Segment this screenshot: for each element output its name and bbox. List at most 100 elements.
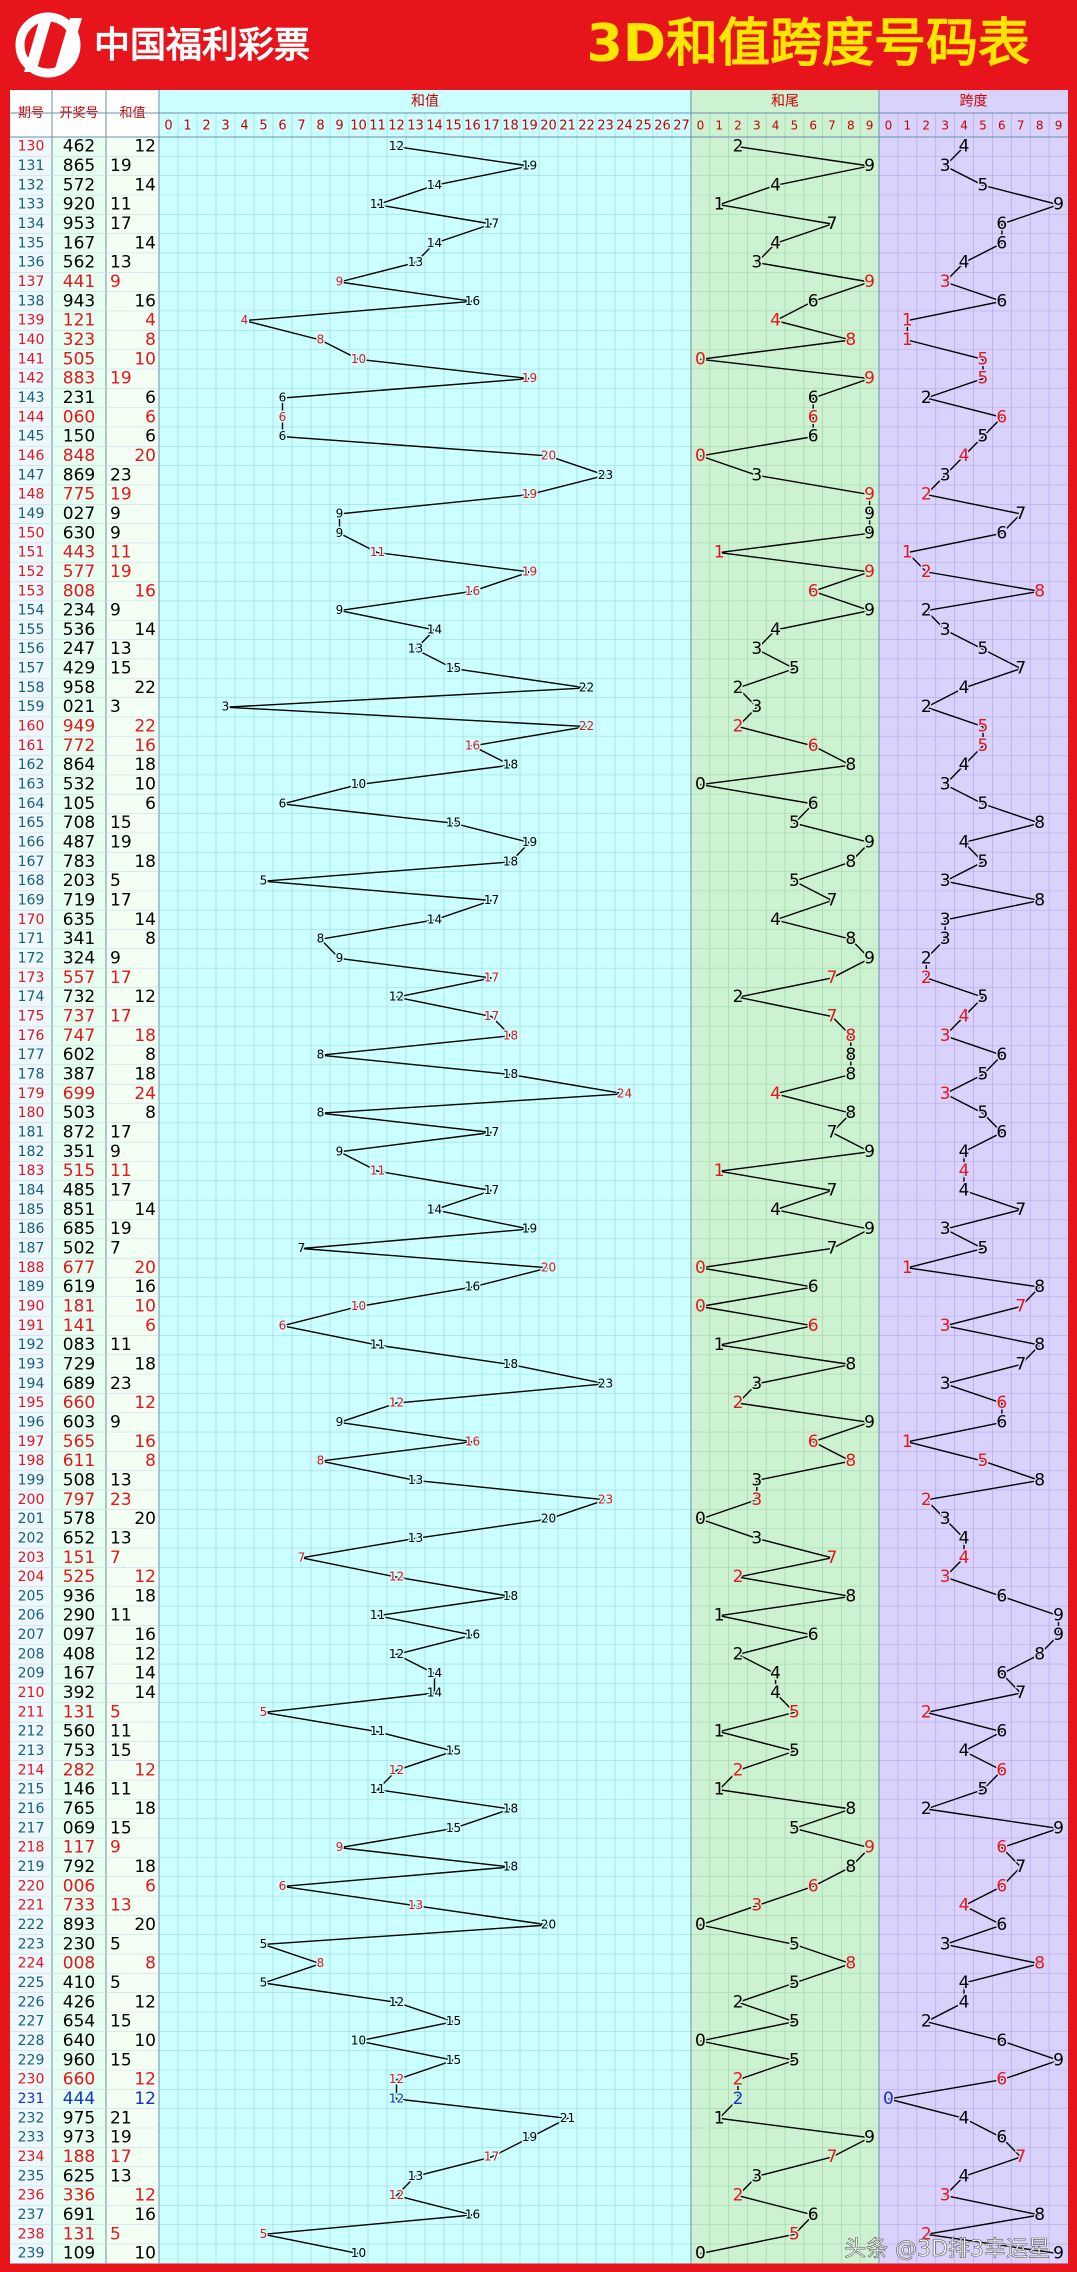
- trend-point: 1: [902, 1258, 913, 1278]
- sum: 19: [110, 369, 132, 389]
- trend-point: 3: [751, 1490, 762, 1510]
- trend-point: 9: [864, 369, 875, 389]
- trend-point: 5: [978, 794, 989, 814]
- draw-number: 578: [63, 1509, 95, 1529]
- trend-point: 15: [446, 661, 461, 675]
- sum: 5: [110, 1934, 121, 1954]
- trend-point: 6: [996, 523, 1007, 543]
- issue: 134: [18, 216, 45, 232]
- trend-point: 4: [959, 2166, 970, 2186]
- trend-point: 1: [714, 1722, 725, 1742]
- trend-point: 11: [370, 1608, 385, 1622]
- draw-number: 625: [63, 2166, 95, 2186]
- issue: 181: [18, 1124, 45, 1140]
- axis-tick-label: 6: [998, 119, 1006, 133]
- draw-number: 083: [63, 1335, 95, 1355]
- draw-number: 872: [63, 1122, 95, 1142]
- sum: 9: [110, 1142, 121, 1162]
- trend-point: 4: [959, 1161, 970, 1181]
- trend-point: 6: [996, 2128, 1007, 2148]
- issue: 140: [18, 332, 45, 348]
- draw-number: 487: [63, 833, 95, 853]
- draw-number: 753: [63, 1741, 95, 1761]
- trend-point: 6: [808, 1277, 819, 1297]
- trend-point: 6: [808, 2205, 819, 2225]
- sum: 21: [110, 2108, 132, 2128]
- axis-tick-label: 2: [922, 119, 930, 133]
- trend-point: 9: [1053, 1606, 1064, 1626]
- issue: 186: [18, 1221, 45, 1237]
- trend-point: 10: [351, 2246, 366, 2260]
- trend-line: [888, 146, 1061, 2255]
- issue: 232: [18, 2110, 45, 2126]
- axis-tick-label: 7: [828, 119, 836, 133]
- axis-tick-label: 3: [753, 119, 761, 133]
- trend-point: 5: [789, 2050, 800, 2070]
- sum: 11: [110, 1780, 132, 1800]
- trend-point: 8: [1034, 581, 1045, 601]
- trend-point: 0: [695, 2244, 706, 2264]
- trend-point: 1: [714, 1780, 725, 1800]
- issue: 143: [18, 390, 45, 406]
- issue: 197: [18, 1434, 45, 1450]
- sum: 20: [134, 1258, 156, 1278]
- axis-tick-label: 23: [597, 119, 614, 134]
- trend-point: 14: [427, 178, 442, 192]
- trend-point: 2: [733, 987, 744, 1007]
- trend-point: 2: [921, 601, 932, 621]
- trend-point: 5: [789, 813, 800, 833]
- trend-point: 3: [940, 775, 951, 795]
- draw-number: 719: [63, 891, 95, 911]
- issue: 167: [18, 854, 45, 870]
- trend-point: 0: [695, 349, 706, 369]
- trend-point: 1: [714, 1606, 725, 1626]
- axis-tick-label: 4: [960, 119, 968, 133]
- trend-point: 6: [808, 291, 819, 311]
- draw-number: 685: [63, 1219, 95, 1239]
- trend-point: 6: [808, 1316, 819, 1336]
- trend-point: 6: [996, 2070, 1007, 2090]
- trend-point: 6: [808, 794, 819, 814]
- axis-tick-label: 18: [502, 119, 519, 134]
- draw-number: 973: [63, 2128, 95, 2148]
- trend-point: 5: [978, 349, 989, 369]
- issue: 176: [18, 1028, 45, 1044]
- trend-point: 18: [503, 1802, 518, 1816]
- watermark: 头条 @3D排3幸运星: [844, 2237, 1050, 2262]
- trend-point: 9: [336, 1840, 344, 1854]
- trend-point: 6: [279, 410, 287, 424]
- issue: 141: [18, 351, 45, 367]
- trend-point: 9: [864, 1219, 875, 1239]
- logo-icon: [15, 12, 82, 78]
- draw-number: 893: [63, 1915, 95, 1935]
- issue: 191: [18, 1318, 45, 1334]
- issue: 219: [18, 1859, 45, 1875]
- trend-point: 7: [827, 891, 838, 911]
- issue: 147: [18, 467, 45, 483]
- trend-point: 6: [996, 1722, 1007, 1742]
- draw-number: 410: [63, 1973, 95, 1993]
- trend-point: 8: [317, 1048, 325, 1062]
- draw-number: 341: [63, 929, 95, 949]
- sum: 10: [134, 1296, 156, 1316]
- issue: 217: [18, 1820, 45, 1836]
- axis-tick-label: 17: [483, 119, 500, 134]
- trend-point: 22: [579, 680, 594, 694]
- issue: 145: [18, 429, 45, 445]
- trend-point: 12: [389, 2072, 404, 2086]
- trend-point: 6: [279, 390, 287, 404]
- trend-point: 8: [1034, 1470, 1045, 1490]
- trend-point: 14: [427, 912, 442, 926]
- axis-tick-label: 27: [673, 119, 690, 134]
- trend-point: 24: [617, 1086, 632, 1100]
- trend-point: 18: [503, 1028, 518, 1042]
- trend-point: 2: [733, 2089, 744, 2109]
- draw-number: 323: [63, 330, 95, 350]
- issue: 211: [18, 1704, 45, 1720]
- issue: 229: [18, 2052, 45, 2068]
- issue: 188: [18, 1260, 45, 1276]
- trend-point: 7: [1015, 1683, 1026, 1703]
- trend-point: 16: [465, 1628, 480, 1642]
- axis-tick-label: 6: [278, 119, 286, 134]
- draw-number: 783: [63, 852, 95, 872]
